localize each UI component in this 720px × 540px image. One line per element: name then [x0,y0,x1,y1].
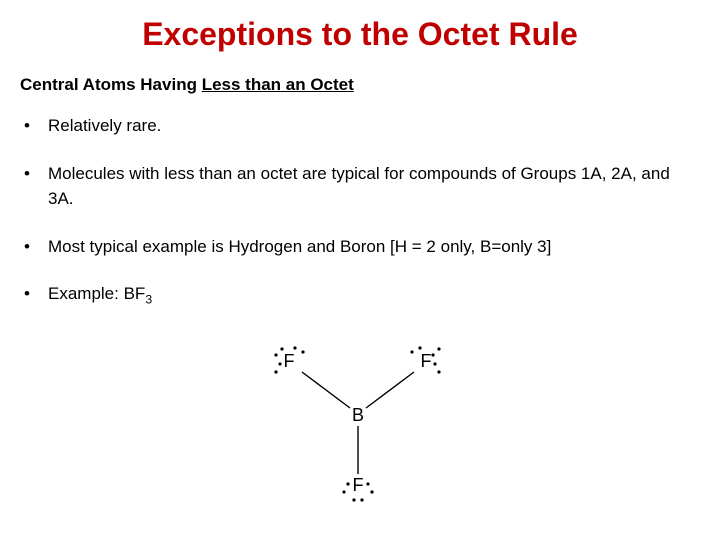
atom-label: B [352,405,364,425]
lone-pair-dot [366,482,369,485]
slide-subtitle: Central Atoms Having Less than an Octet [20,75,700,95]
lone-pair-dot [437,370,440,373]
subscript-3: 3 [145,292,152,306]
bullet-item: Relatively rare. [20,113,700,139]
bullet-item: Molecules with less than an octet are ty… [20,161,700,212]
lone-pair-dot [274,370,277,373]
bullet-item: Most typical example is Hydrogen and Bor… [20,234,700,260]
atom-label: F [284,351,295,371]
lone-pair-dot [370,490,373,493]
atom-label: F [353,475,364,495]
lone-pair-dot [301,350,304,353]
lone-pair-dot [278,362,281,365]
bullet-item: Example: BF3 [20,281,700,309]
subtitle-plain: Central Atoms Having [20,75,202,94]
lone-pair-dot [418,346,421,349]
lone-pair-dot [431,353,434,356]
lone-pair-dot [360,498,363,501]
lone-pair-dot [346,482,349,485]
lone-pair-dot [293,346,296,349]
lone-pair-dot [280,347,283,350]
lone-pair-dot [352,498,355,501]
bond-line [366,372,414,408]
lone-pair-dot [342,490,345,493]
lone-pair-dot [437,347,440,350]
lone-pair-dot [274,353,277,356]
subtitle-underline: Less than an Octet [202,75,354,94]
bf3-lewis-diagram: F F B F [254,334,464,514]
bullet-list: Relatively rare. Molecules with less tha… [20,113,700,309]
slide-title: Exceptions to the Octet Rule [20,16,700,53]
lone-pair-dot [410,350,413,353]
bond-line [302,372,350,408]
slide-container: Exceptions to the Octet Rule Central Ato… [0,0,720,309]
bullet-text: Example: BF [48,284,145,303]
atom-label: F [421,351,432,371]
lone-pair-dot [433,362,436,365]
